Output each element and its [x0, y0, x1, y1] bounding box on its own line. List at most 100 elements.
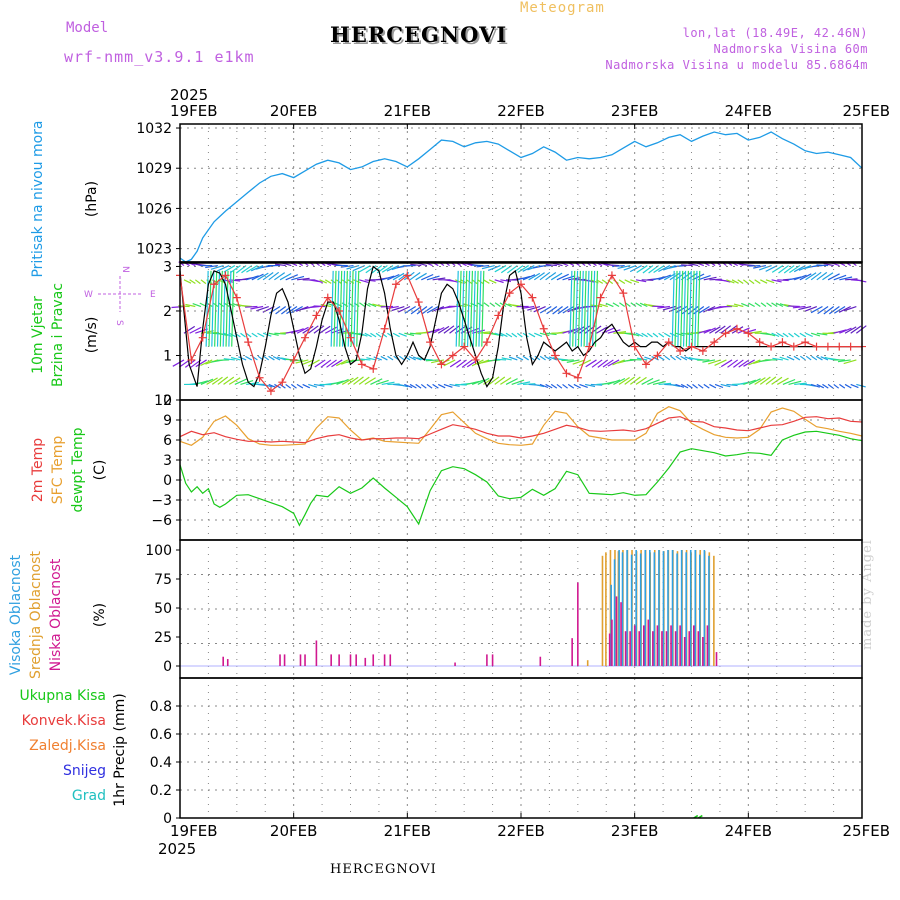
- wind-barb: [404, 332, 415, 337]
- wind-barb: [805, 355, 812, 361]
- wind-barb: [623, 264, 637, 271]
- wind-gust-marker: [801, 338, 810, 347]
- temp-2m-line: [179, 416, 863, 444]
- wind-barb: [815, 355, 823, 361]
- wind-barb: [358, 279, 369, 283]
- wind-barb: [641, 377, 654, 385]
- wind-gust-marker: [528, 293, 537, 302]
- wind-barb: [499, 302, 507, 308]
- wind-barb: [669, 332, 678, 338]
- wind-barb: [625, 302, 631, 307]
- temperature-ytick-label: −6: [151, 513, 172, 529]
- wind-barb: [398, 355, 405, 361]
- wind-barb: [507, 265, 518, 274]
- wind-barb: [647, 379, 660, 385]
- compass-n-label: N: [120, 266, 130, 273]
- wind-barb: [449, 279, 459, 283]
- wind-barb: [765, 332, 776, 337]
- wind-barb: [741, 302, 750, 308]
- wind-gust-marker: [357, 360, 366, 369]
- wind-barb: [839, 276, 853, 281]
- wind-barb: [432, 277, 446, 281]
- wind-barb: [238, 356, 247, 361]
- wind-barb: [765, 279, 775, 284]
- wind-barb: [607, 379, 621, 385]
- wind-barb: [539, 305, 552, 314]
- wind-barb: [449, 359, 462, 368]
- wind-barb: [246, 381, 259, 386]
- wind-barb: [674, 264, 687, 268]
- cloudiness-frame: [179, 539, 863, 679]
- wind-barb: [461, 270, 465, 347]
- wind-barb: [533, 272, 545, 281]
- wind-barb: [200, 330, 214, 334]
- wind-barb: [630, 279, 640, 284]
- wind-barb: [285, 383, 292, 389]
- wind-ylabel: Brzina i Pravac: [50, 283, 66, 387]
- wind-barb: [714, 325, 726, 334]
- precip-legend-item: Zaledj.Kisa: [29, 738, 106, 754]
- wind-barb: [760, 302, 767, 307]
- wind-barb: [505, 332, 513, 338]
- wind-barb: [577, 270, 582, 347]
- wind-barb: [688, 262, 699, 267]
- cloudiness-ytick-label: 75: [154, 572, 172, 588]
- x-bottom-date-label: 25FEB: [843, 822, 890, 840]
- wind-ylabel-group: 10m Vjetar: [30, 296, 46, 374]
- wind-gust-marker: [255, 373, 264, 382]
- wind-barb: [257, 272, 269, 281]
- temp-dewpoint-line: [179, 430, 863, 527]
- wind-barb: [251, 273, 264, 281]
- wind-gust-marker: [198, 333, 207, 342]
- wind-barb: [324, 279, 332, 284]
- wind-gust-marker: [266, 387, 275, 396]
- cloudiness-ytick-label: 100: [145, 543, 172, 559]
- wind-barb: [481, 270, 485, 347]
- wind-barb: [275, 306, 287, 315]
- wind-barb: [850, 383, 859, 389]
- wind-barb: [478, 270, 482, 347]
- wind-barb: [772, 357, 783, 361]
- wind-barb: [475, 270, 479, 347]
- wind-barb: [313, 325, 325, 334]
- wind-gust-marker: [232, 293, 241, 302]
- wind-barb: [225, 270, 229, 347]
- wind-gust-marker: [562, 369, 571, 378]
- wind-barb: [522, 332, 529, 338]
- wind-barb: [386, 265, 399, 272]
- wind-barb: [681, 264, 693, 267]
- wind-barb: [658, 332, 665, 338]
- wind-barb: [250, 305, 264, 310]
- wind-barb: [339, 270, 343, 347]
- wind-barb: [522, 355, 529, 361]
- wind-barb: [205, 270, 209, 347]
- wind-barb: [567, 383, 575, 389]
- wind-barb: [195, 328, 208, 334]
- wind-barb: [307, 325, 319, 334]
- wind-barb: [391, 305, 405, 312]
- wind-barb: [839, 383, 846, 389]
- precipitation-ytick-label: 0.8: [150, 699, 172, 715]
- wind-barb: [685, 270, 689, 347]
- wind-barb: [561, 359, 574, 362]
- wind-gust-marker: [653, 351, 662, 360]
- wind-barb: [268, 383, 277, 389]
- wind-gust-marker: [619, 289, 628, 298]
- wind-barb: [635, 332, 644, 338]
- wind-barb: [336, 359, 349, 367]
- wind-barb: [344, 270, 348, 347]
- wind-gust-marker: [778, 338, 787, 347]
- wind-ylabel-group: Brzina i Pravac: [50, 283, 66, 387]
- wind-barb: [778, 265, 789, 274]
- wind-barb: [822, 272, 834, 281]
- wind-barb: [856, 383, 866, 388]
- wind-barb: [477, 377, 490, 385]
- wind-barb: [747, 264, 761, 267]
- wind-barb: [680, 355, 688, 361]
- wind-barb: [658, 274, 672, 281]
- wind-barb: [387, 273, 400, 281]
- wind-barb: [844, 326, 857, 334]
- x-top-date-label: 20FEB: [270, 102, 317, 120]
- wind-barb: [782, 378, 796, 385]
- wind-barb: [619, 302, 626, 308]
